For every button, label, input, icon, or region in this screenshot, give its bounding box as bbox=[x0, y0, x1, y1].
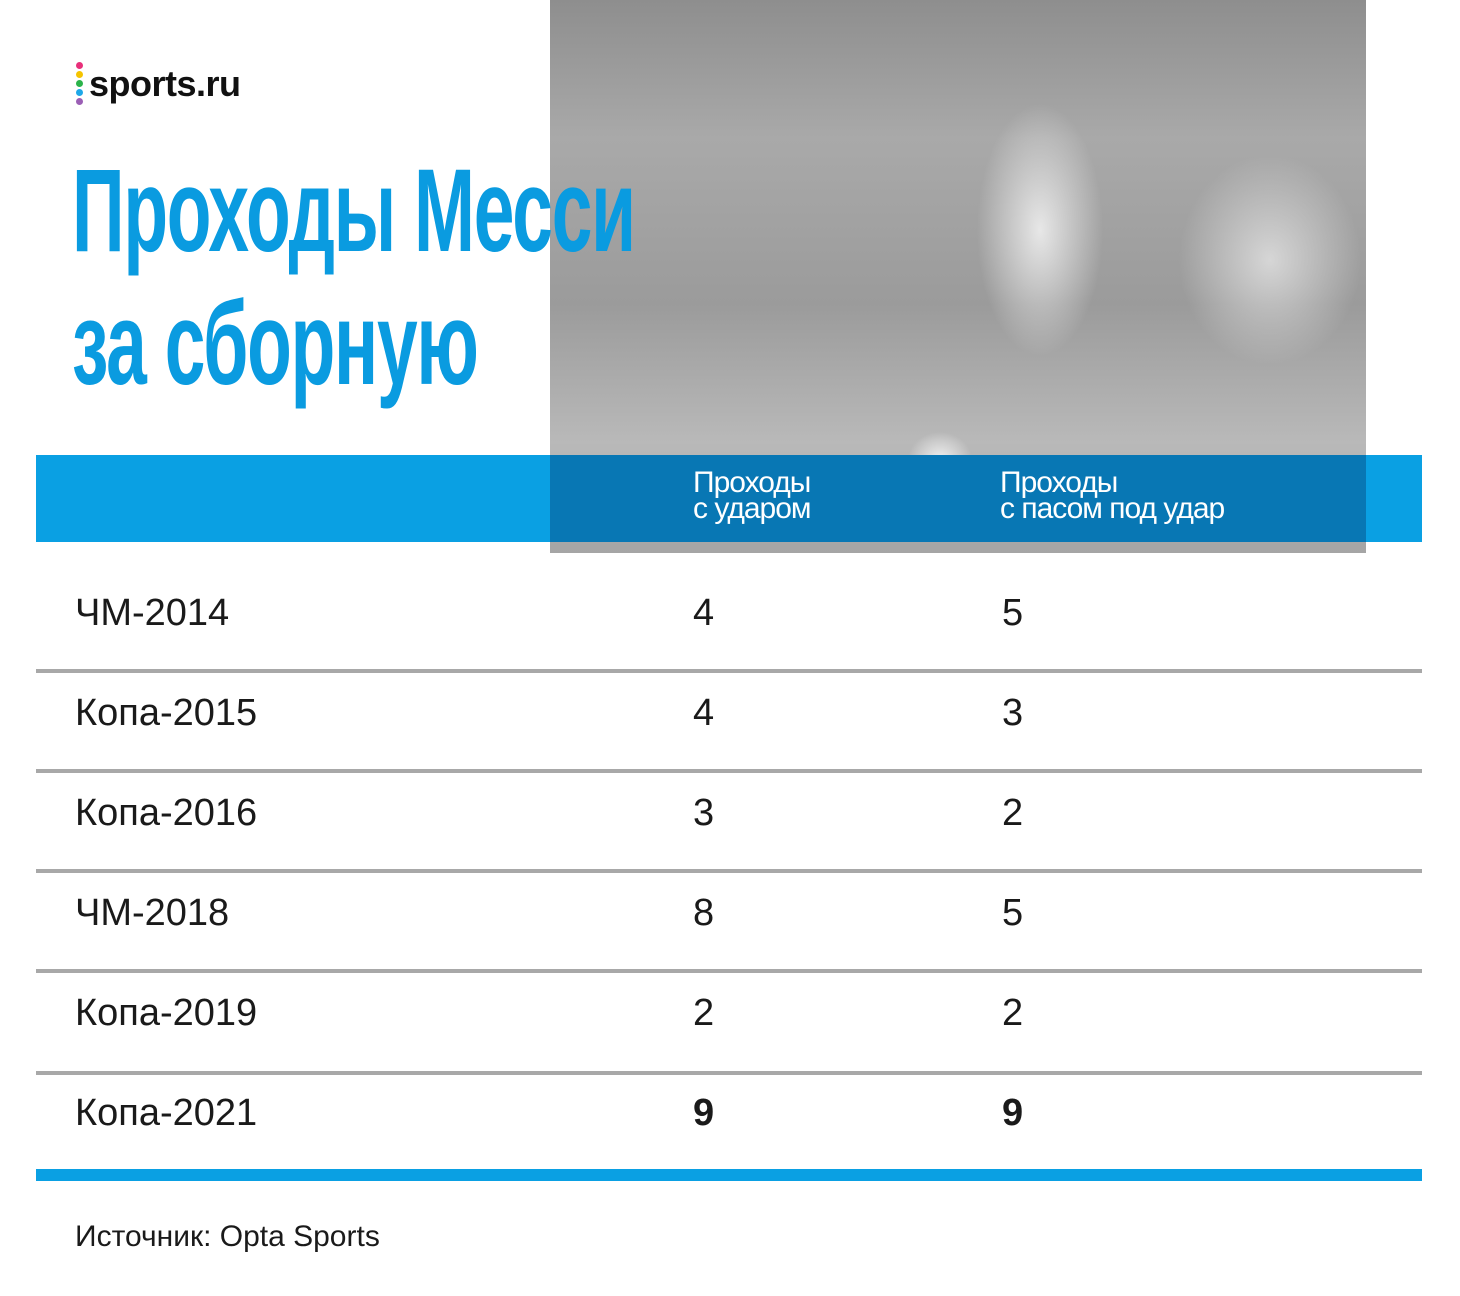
logo-dots-icon bbox=[76, 62, 83, 105]
table-header-photo-overlay bbox=[550, 455, 1366, 542]
row-separator bbox=[36, 1071, 1422, 1075]
table-row: Копа-2021 9 9 bbox=[36, 1070, 1422, 1170]
logo-dot bbox=[76, 98, 83, 105]
cell-passes: 5 bbox=[1002, 892, 1024, 934]
row-separator bbox=[36, 769, 1422, 773]
row-label: Копа-2016 bbox=[75, 792, 258, 834]
row-separator bbox=[36, 869, 1422, 873]
title-line-1: Проходы Месси bbox=[72, 145, 636, 277]
header-shots-line1: Проходы bbox=[693, 466, 811, 499]
table-row: Копа-2016 3 2 bbox=[36, 770, 1422, 870]
header-shots: Проходы с ударом bbox=[693, 466, 812, 525]
cell-shots: 8 bbox=[693, 892, 715, 934]
logo-dot bbox=[76, 71, 83, 78]
logo-text: sports.ru bbox=[89, 62, 241, 104]
header-shots-line2: с ударом bbox=[693, 492, 812, 525]
cell-passes: 9 bbox=[1002, 1092, 1024, 1134]
cell-passes: 2 bbox=[1002, 792, 1024, 834]
row-label: Копа-2015 bbox=[75, 692, 258, 734]
cell-shots: 4 bbox=[693, 692, 715, 734]
cell-shots: 2 bbox=[693, 992, 715, 1034]
table-bottom-rule bbox=[36, 1169, 1422, 1181]
cell-passes: 5 bbox=[1002, 592, 1024, 634]
cell-passes: 2 bbox=[1002, 992, 1024, 1034]
row-label: ЧМ-2018 bbox=[75, 892, 230, 934]
cell-shots: 3 bbox=[693, 792, 715, 834]
header-passes: Проходы с пасом под удар bbox=[1000, 466, 1225, 525]
table-row: Копа-2019 2 2 bbox=[36, 970, 1422, 1070]
logo-dot bbox=[76, 89, 83, 96]
row-separator bbox=[36, 969, 1422, 973]
cell-shots: 9 bbox=[693, 1092, 715, 1134]
table-row: ЧМ-2014 4 5 bbox=[36, 570, 1422, 670]
header-passes-line1: Проходы bbox=[1000, 466, 1118, 499]
row-label: ЧМ-2014 bbox=[75, 592, 230, 634]
cell-shots: 4 bbox=[693, 592, 715, 634]
table-row: Копа-2015 4 3 bbox=[36, 670, 1422, 770]
cell-passes: 3 bbox=[1002, 692, 1024, 734]
title-line-2: за сборную bbox=[72, 278, 479, 410]
row-separator bbox=[36, 669, 1422, 673]
logo-dot bbox=[76, 62, 83, 69]
table-row: ЧМ-2018 8 5 bbox=[36, 870, 1422, 970]
logo-dot bbox=[76, 80, 83, 87]
source-note: Источник: Opta Sports bbox=[75, 1220, 380, 1253]
sports-ru-logo: sports.ru bbox=[76, 62, 241, 105]
row-label: Копа-2019 bbox=[75, 992, 258, 1034]
row-label: Копа-2021 bbox=[75, 1092, 258, 1134]
header-passes-line2: с пасом под удар bbox=[1000, 492, 1225, 525]
